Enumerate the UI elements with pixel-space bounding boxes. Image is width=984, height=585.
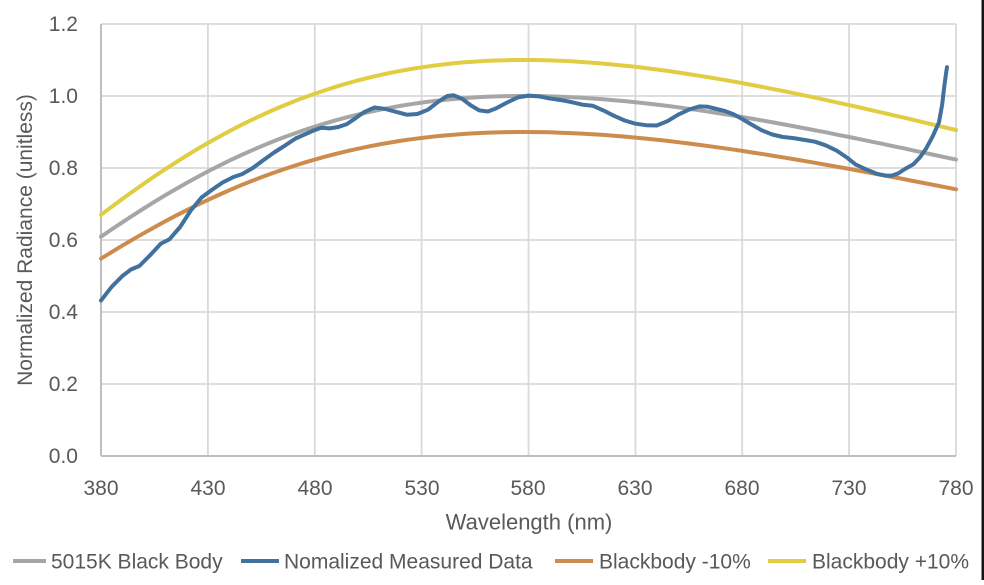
svg-text:0.4: 0.4 (49, 301, 79, 324)
svg-text:780: 780 (938, 477, 973, 500)
svg-text:0.8: 0.8 (49, 157, 78, 180)
svg-text:680: 680 (724, 477, 759, 500)
svg-text:1.2: 1.2 (49, 13, 78, 36)
svg-text:5015K Black Body: 5015K Black Body (51, 551, 223, 574)
svg-text:580: 580 (510, 477, 545, 500)
svg-text:Blackbody +10%: Blackbody +10% (812, 551, 969, 574)
svg-text:1.0: 1.0 (49, 85, 78, 108)
svg-text:Nomalized Measured Data: Nomalized Measured Data (284, 551, 533, 574)
svg-text:0.0: 0.0 (49, 445, 78, 468)
svg-text:0.6: 0.6 (49, 229, 78, 252)
svg-text:730: 730 (831, 477, 866, 500)
svg-text:630: 630 (617, 477, 652, 500)
svg-text:Blackbody -10%: Blackbody -10% (599, 551, 751, 574)
svg-text:530: 530 (404, 477, 439, 500)
svg-text:480: 480 (297, 477, 332, 500)
svg-text:430: 430 (190, 477, 225, 500)
svg-text:0.2: 0.2 (49, 373, 78, 396)
svg-text:Wavelength (nm): Wavelength (nm) (446, 510, 613, 535)
svg-text:Normalized Radiance (unitless): Normalized Radiance (unitless) (14, 94, 37, 386)
svg-text:380: 380 (83, 477, 118, 500)
